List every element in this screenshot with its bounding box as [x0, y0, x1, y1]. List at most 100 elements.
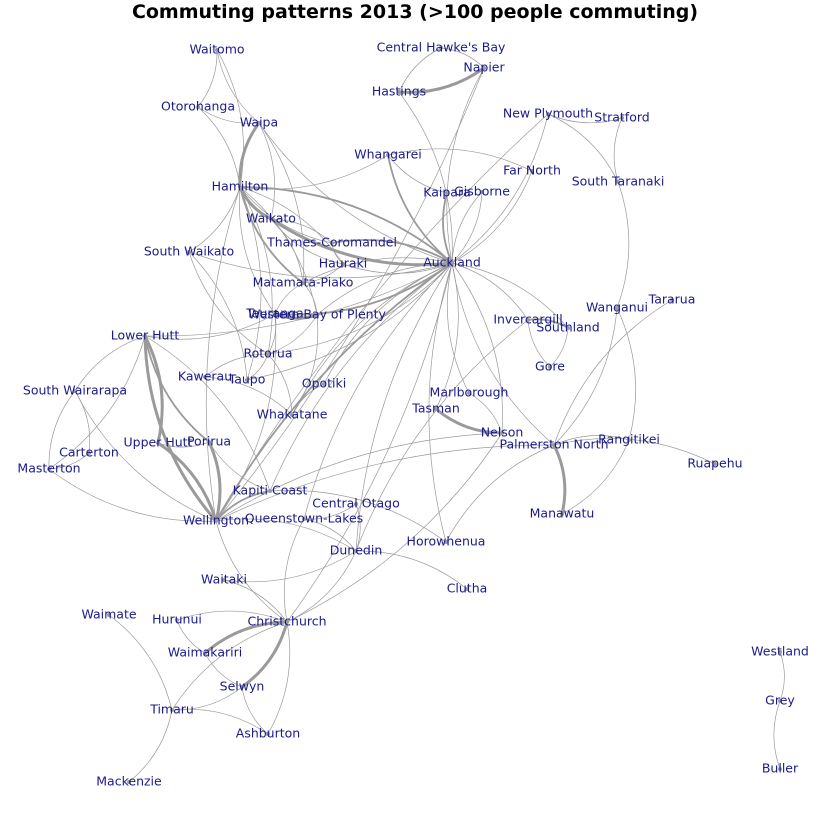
edge-palmerston-north-rangitikei — [553, 435, 630, 446]
node-label-palmerston-north: Palmerston North — [499, 437, 608, 452]
edge-tauranga-wellington — [215, 313, 277, 522]
edge-rotorua-western-bay-of-plenty — [267, 314, 318, 355]
node-label-christchurch: Christchurch — [247, 614, 326, 629]
node-label-hurunui: Hurunui — [152, 612, 202, 627]
edge-south-wairarapa-masterton — [48, 390, 76, 470]
edge-christchurch-ashburton — [267, 621, 291, 735]
node-label-layer: Waitomo Central Hawke's Bay Napier Hastings… — [17, 40, 808, 789]
edge-dunedin-christchurch — [286, 550, 357, 623]
edge-whangarei-auckland — [387, 154, 453, 264]
node-marker-kapiti-coast — [268, 489, 272, 493]
node-marker-central-hawke-s-bay — [439, 46, 443, 50]
edge-timaru-mackenzie — [128, 709, 173, 783]
edge-dunedin-central-otago — [355, 503, 361, 552]
node-label-carterton: Carterton — [59, 445, 119, 460]
edge-masterton-wellington — [48, 468, 217, 522]
node-marker-waimakariri — [203, 651, 207, 655]
edge-palmerston-north-ruapehu — [553, 438, 716, 465]
node-label-dunedin: Dunedin — [330, 543, 383, 558]
edge-nelson-wellington — [215, 432, 503, 522]
edge-palmerston-north-horowhenua — [445, 444, 555, 543]
edge-auckland-christchurch — [286, 262, 453, 623]
edge-christchurch-wellington — [215, 520, 288, 623]
edge-auckland-southland — [451, 262, 569, 329]
node-marker-buller — [778, 767, 782, 771]
edge-upper-hutt-porirua — [157, 441, 210, 448]
node-label-napier: Napier — [463, 60, 505, 75]
edge-south-waikato-rotorua — [188, 251, 269, 355]
node-label-manawatu: Manawatu — [530, 506, 595, 521]
node-label-whangarei: Whangarei — [354, 147, 422, 162]
node-label-wellington: Wellington — [183, 513, 249, 528]
edge-palmerston-north-wellington — [215, 444, 555, 522]
node-marker-western-bay-of-plenty — [315, 313, 319, 317]
node-label-matamata-piako: Matamata-Piako — [253, 275, 354, 290]
edge-christchurch-waitaki — [223, 579, 288, 623]
edge-timaru-waimate — [108, 614, 173, 711]
edge-kapiti-coast-wellington — [215, 490, 271, 522]
edge-stratford-south-taranaki — [613, 117, 623, 183]
edge-hastings-napier — [398, 66, 485, 94]
node-marker-rangitikei — [627, 438, 631, 442]
edge-whangarei-far-north — [387, 148, 533, 172]
edge-hauraki-matamata-piako — [302, 263, 344, 284]
edge-napier-auckland — [446, 67, 485, 264]
node-marker-kaipara — [445, 191, 449, 195]
edge-auckland-thames-coromandel — [331, 239, 453, 264]
node-label-kaipara: Kaipara — [423, 185, 471, 200]
node-label-westland: Westland — [751, 644, 809, 659]
edge-rotorua-kawerau — [204, 353, 269, 378]
edge-hamilton-tauranga — [239, 186, 276, 315]
edge-otorohanga-waipa — [197, 106, 260, 124]
node-marker-napier — [482, 66, 486, 70]
edge-hamilton-auckland — [239, 186, 453, 264]
edge-christchurch-selwyn — [241, 621, 289, 689]
edge-upper-hutt-wellington — [157, 441, 218, 522]
node-label-nelson: Nelson — [481, 425, 524, 440]
node-marker-south-waikato — [187, 250, 191, 254]
edge-waikato-thames-coromandel — [270, 218, 333, 244]
node-marker-south-taranaki — [616, 180, 620, 184]
node-marker-tauranga — [273, 312, 277, 316]
edge-timaru-selwyn — [171, 686, 243, 711]
edge-palmerston-north-tararua — [553, 299, 673, 446]
edge-nelson-marlborough — [468, 392, 503, 434]
node-label-waikato: Waikato — [246, 211, 296, 226]
edge-south-waikato-taupo — [188, 251, 248, 381]
edge-hamilton-south-waikato — [188, 186, 241, 253]
edge-southland-gore — [549, 327, 569, 368]
node-marker-queenstown-lakes — [302, 517, 306, 521]
edge-waitomo-otorohanga — [197, 49, 218, 108]
edge-auckland-gisborne — [451, 191, 483, 264]
node-marker-horowhenua — [444, 540, 448, 544]
edge-otorohanga-hamilton — [197, 106, 241, 188]
node-marker-taupo — [245, 378, 249, 382]
node-label-central-otago: Central Otago — [312, 496, 399, 511]
node-label-rotorua: Rotorua — [243, 346, 292, 361]
node-marker-auckland — [450, 261, 454, 265]
edge-horowhenua-kapiti-coast — [269, 490, 447, 543]
node-label-stratford: Stratford — [594, 110, 649, 125]
edge-christchurch-queenstown-lakes — [283, 518, 305, 623]
node-label-waimakariri: Waimakariri — [168, 645, 242, 660]
node-label-south-waikato: South Waikato — [144, 244, 234, 259]
node-marker-carterton — [87, 451, 91, 455]
node-label-marlborough: Marlborough — [430, 385, 509, 400]
node-marker-invercargill — [526, 318, 530, 322]
edge-christchurch-timaru — [171, 621, 288, 711]
edge-waipa-matamata-piako — [258, 122, 305, 284]
node-marker-whangarei — [386, 153, 390, 157]
node-marker-nelson — [500, 431, 504, 435]
node-label-hastings: Hastings — [372, 84, 426, 99]
node-label-lower-hutt: Lower Hutt — [111, 328, 180, 343]
edge-auckland-invercargill — [451, 262, 529, 321]
node-marker-thames-coromandel — [330, 241, 334, 245]
node-marker-marlborough — [467, 391, 471, 395]
edge-matamata-piako-tauranga — [274, 282, 304, 315]
edge-waimakariri-selwyn — [204, 652, 243, 688]
edge-waipa-waikato — [258, 122, 275, 220]
node-marker-upper-hutt — [156, 441, 160, 445]
edge-central-hawke-s-bay-napier — [440, 47, 485, 69]
node-marker-manawatu — [560, 512, 564, 516]
edge-palmerston-north-manawatu — [552, 444, 567, 515]
